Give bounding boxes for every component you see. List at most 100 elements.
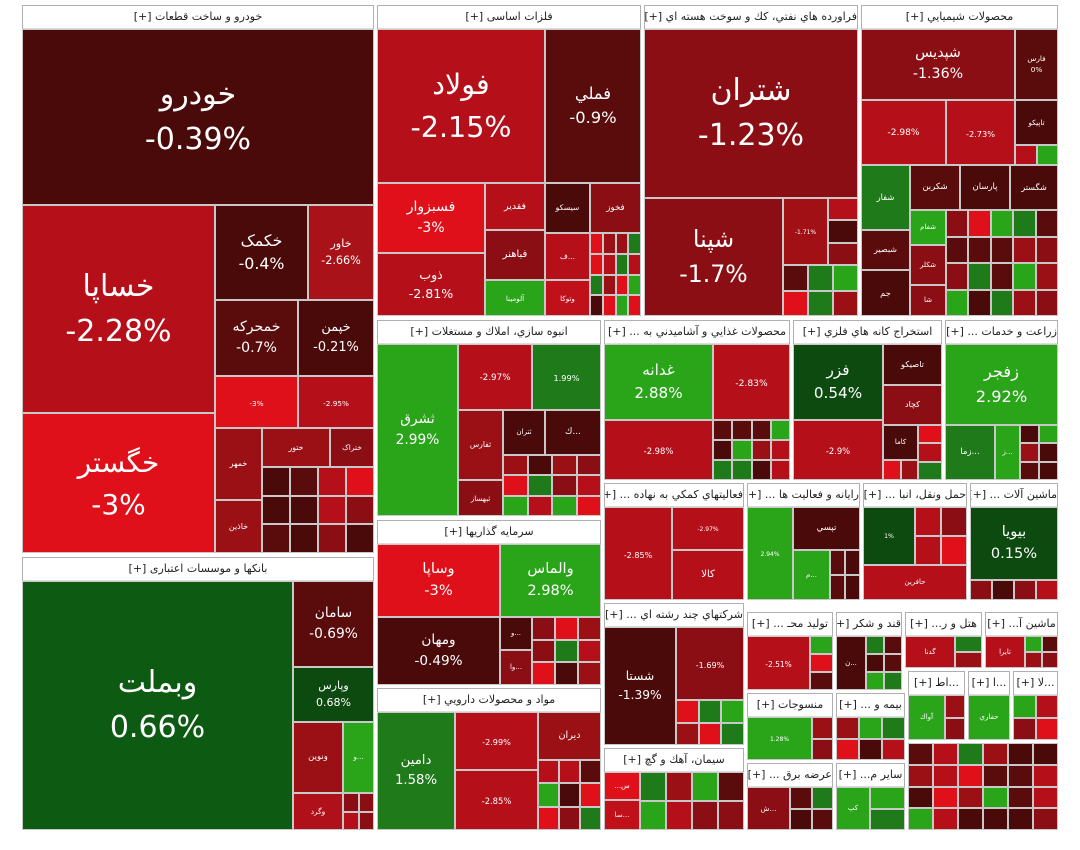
tile[interactable]: فارس 0% <box>1015 29 1058 100</box>
tile[interactable]: ذوب -2.81% <box>377 253 485 316</box>
tile[interactable]: كچاد <box>883 385 942 425</box>
tile[interactable]: ش... <box>747 787 790 830</box>
tile[interactable]: شپنا -1.7% <box>644 198 783 316</box>
sector-header[interactable]: هتل و ر... [+] <box>906 613 981 635</box>
tile[interactable]: فباهنر <box>485 230 545 280</box>
tile[interactable]: ختراک <box>330 428 374 467</box>
tile[interactable]: حفاري <box>968 695 1010 740</box>
tile[interactable]: بيويا 0.15% <box>970 507 1058 580</box>
tile[interactable]: -2.97% <box>672 507 744 550</box>
sector-header[interactable]: خودرو و ساخت قطعات [+] <box>23 6 373 28</box>
tile[interactable]: تپسي <box>793 507 860 550</box>
tile[interactable]: جم <box>861 270 910 316</box>
tile[interactable]: ...س <box>604 772 640 800</box>
tile[interactable]: سا... <box>604 800 640 830</box>
tile[interactable]: پارسان <box>960 165 1010 210</box>
tile[interactable]: خاذین <box>215 500 262 553</box>
tile[interactable]: تاصيكو <box>883 344 942 385</box>
tile[interactable]: وا... <box>500 650 532 685</box>
tile[interactable]: ك... <box>545 410 601 455</box>
tile[interactable]: شبصير <box>861 230 910 270</box>
sector-header[interactable]: محصولات غذايي و آشاميدني به ... [+] <box>605 321 789 343</box>
sector-header[interactable]: سيمان، آهك و گچ [+] <box>605 749 743 771</box>
tile[interactable]: -2.73% <box>946 100 1015 165</box>
tile[interactable]: -1.69% <box>676 627 744 700</box>
sector-header[interactable]: سرمايه گذاريها [+] <box>378 521 600 543</box>
tile[interactable]: زما... <box>945 425 995 480</box>
tile[interactable]: خکمک -0.4% <box>215 205 308 300</box>
sector-header[interactable]: ماشين آلات ... [+] <box>971 484 1057 506</box>
tile[interactable]: كپ <box>836 787 870 830</box>
tile[interactable]: 1% <box>863 507 915 565</box>
tile[interactable]: -2.99% <box>455 712 538 770</box>
tile[interactable]: و... <box>343 722 374 793</box>
sector-header[interactable]: منسوجات [+] <box>748 694 832 716</box>
sector-header[interactable]: ...اط [+] <box>909 672 964 694</box>
tile[interactable]: وگرد <box>293 793 343 830</box>
tile[interactable]: -2.95% <box>298 376 374 428</box>
tile[interactable]: حافرين <box>863 565 967 600</box>
tile[interactable]: فزر 0.54% <box>793 344 883 420</box>
tile[interactable]: شستا -1.39% <box>604 627 676 745</box>
tile[interactable]: فسبزوار -3% <box>377 183 485 253</box>
tile[interactable]: 1.28% <box>747 717 812 760</box>
tile[interactable]: شفار <box>861 165 910 230</box>
tile[interactable]: شكربن <box>910 165 960 210</box>
sector-header[interactable]: بانکها و موسسات اعتباری [+] <box>23 558 373 580</box>
sector-header[interactable]: بيمه و ... [+] <box>837 694 904 716</box>
tile[interactable]: م... <box>793 550 830 600</box>
tile[interactable]: -2.9% <box>793 420 883 480</box>
tile[interactable]: وپارس 0.68% <box>293 667 374 722</box>
tile[interactable]: فملي -0.9% <box>545 29 641 183</box>
tile[interactable]: و... <box>500 617 532 650</box>
tile[interactable]: كالا <box>672 550 744 600</box>
tile[interactable]: ثفارس <box>458 410 503 480</box>
tile[interactable]: -3% <box>215 376 298 428</box>
tile[interactable]: 2.94% <box>747 507 793 600</box>
tile[interactable]: -2.85% <box>604 507 672 600</box>
tile[interactable]: تايرا <box>985 636 1025 668</box>
tile[interactable]: ختور <box>262 428 330 467</box>
tile[interactable]: -2.51% <box>747 636 810 690</box>
sector-header[interactable]: توليد محـ ... [+] <box>748 613 832 635</box>
tile[interactable]: خمهر <box>215 428 262 500</box>
sector-header[interactable]: فراورده هاي نفتي، كك و سوخت هسته اي [+] <box>645 6 857 28</box>
tile[interactable]: ونوین <box>293 722 343 793</box>
tile[interactable]: ديران <box>538 712 601 760</box>
tile[interactable]: دامين 1.58% <box>377 712 455 830</box>
tile[interactable]: -2.98% <box>604 420 713 480</box>
sector-header[interactable]: زراعت و خدمات ... [+] <box>946 321 1057 343</box>
tile[interactable]: آلومينا <box>485 280 545 316</box>
tile[interactable]: -2.83% <box>713 344 790 420</box>
tile[interactable]: خمحرکه -0.7% <box>215 300 298 376</box>
tile[interactable]: ن... <box>836 636 866 690</box>
sector-header[interactable]: ساير م... [+] <box>837 764 904 786</box>
tile[interactable]: كاما <box>883 425 918 460</box>
tile[interactable]: 1.99% <box>532 344 601 410</box>
sector-header[interactable]: ماشين آ... [+] <box>986 613 1057 635</box>
tile[interactable]: غدانه 2.88% <box>604 344 713 420</box>
tile[interactable]: فولاد -2.15% <box>377 29 545 183</box>
tile[interactable]: والماس 2.98% <box>500 544 601 617</box>
tile[interactable]: خگستر -3% <box>22 413 215 553</box>
sector-header[interactable]: قند و شكر [+] <box>837 613 901 635</box>
tile[interactable]: سيسكو <box>545 183 590 233</box>
tile[interactable]: شپديس -1.36% <box>861 29 1015 100</box>
sector-header[interactable]: رايانه و فعاليت ها ... [+] <box>748 484 859 506</box>
sector-header[interactable]: انبوه سازي، املاك و مستغلات [+] <box>378 321 600 343</box>
tile[interactable]: -2.98% <box>861 100 946 165</box>
tile[interactable]: شكلر <box>910 245 946 285</box>
tile[interactable]: وتوكا <box>545 280 590 316</box>
sector-header[interactable]: فعاليتهاي كمكي به نهاده ... [+] <box>605 484 743 506</box>
tile[interactable]: شفام <box>910 210 946 245</box>
sector-header[interactable]: ...لا [+] <box>1014 672 1057 694</box>
sector-header[interactable]: ...ا [+] <box>969 672 1009 694</box>
tile[interactable]: -2.97% <box>458 344 532 410</box>
tile[interactable]: تاپيكو <box>1015 100 1058 145</box>
tile[interactable]: سامان -0.69% <box>293 581 374 667</box>
sector-header[interactable]: استخراج كانه هاي فلزي [+] <box>794 321 941 343</box>
tile[interactable]: شتران -1.23% <box>644 29 858 198</box>
tile[interactable]: ف... <box>545 233 590 280</box>
tile[interactable]: خودرو -0.39% <box>22 29 374 205</box>
tile[interactable]: ثبهساز <box>458 480 503 516</box>
